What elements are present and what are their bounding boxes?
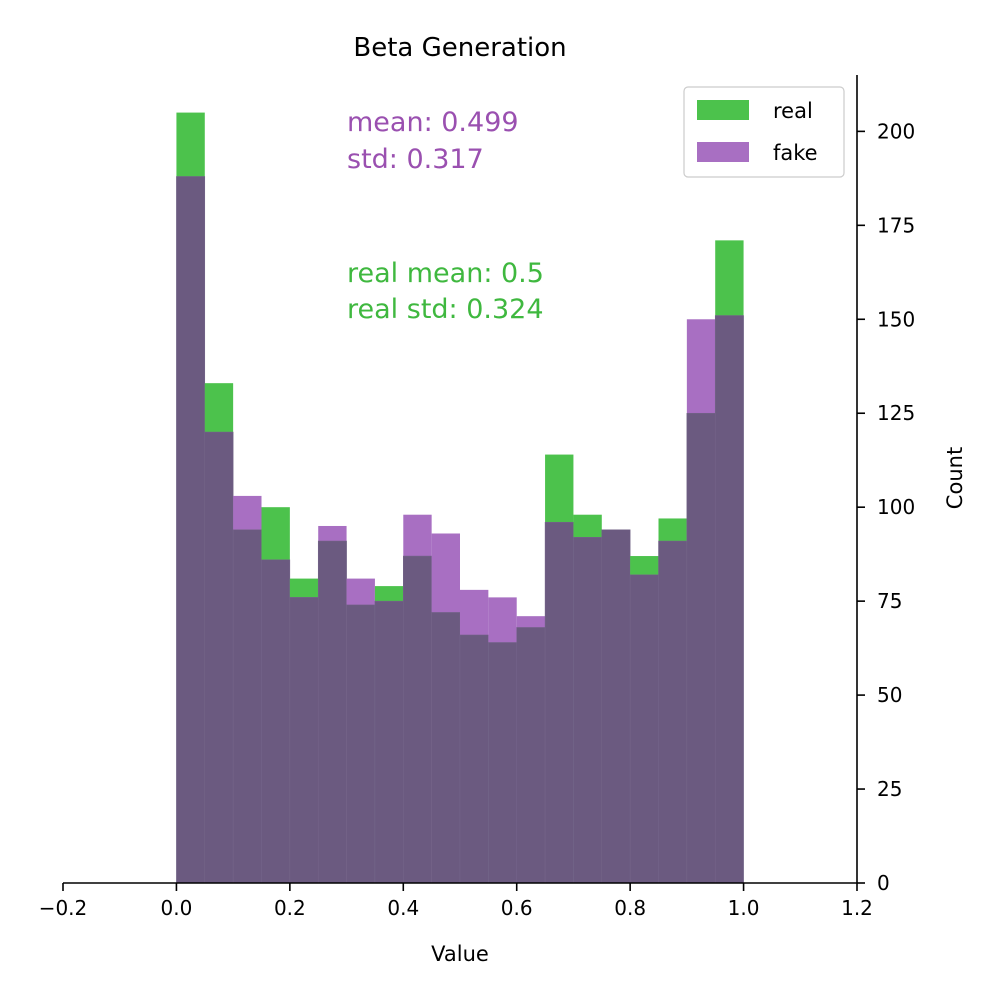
legend: real fake xyxy=(683,86,845,178)
bar-overlap-13 xyxy=(544,521,574,884)
bar-overlap-12 xyxy=(516,627,546,884)
fake-std-annotation: std: 0.317 xyxy=(347,144,484,175)
bar-overlap-8 xyxy=(403,555,432,884)
bar-overlap-15 xyxy=(601,529,631,884)
y-tick-label: 50 xyxy=(877,683,902,707)
chart-title: Beta Generation xyxy=(353,33,566,63)
bar-overlap-7 xyxy=(374,600,404,884)
y-tick-label: 25 xyxy=(877,777,902,801)
y-tick-label: 125 xyxy=(877,401,915,425)
bar-overlap-17 xyxy=(658,540,688,884)
bar-overlap-0 xyxy=(176,176,206,884)
y-tick-label: 75 xyxy=(877,589,902,613)
y-axis-label: Count xyxy=(943,447,967,509)
fake-mean-annotation: mean: 0.499 xyxy=(347,107,519,138)
bar-overlap-4 xyxy=(289,597,319,884)
real-std-annotation: real std: 0.324 xyxy=(347,294,544,325)
x-tick-label: 0.4 xyxy=(387,896,419,920)
x-tick-label: 0.0 xyxy=(161,896,193,920)
x-tick-label: 1.0 xyxy=(728,896,760,920)
legend-swatch-fake xyxy=(697,142,749,162)
bar-overlap-2 xyxy=(232,529,262,884)
stats-annotations: mean: 0.499 std: 0.317 real mean: 0.5 re… xyxy=(347,107,544,325)
bar-overlap-10 xyxy=(459,634,489,884)
ticks-layer: −0.2 0.0 0.2 0.4 0.6 0.8 1.0 1.20 25 50 75 100 125 15… xyxy=(39,119,915,920)
bar-overlap-14 xyxy=(573,537,603,884)
y-tick-label: 100 xyxy=(877,495,915,519)
legend-label-real: real xyxy=(773,99,813,123)
bar-overlap-9 xyxy=(431,612,461,884)
bar-overlap-18 xyxy=(686,412,716,884)
y-tick-label: 150 xyxy=(877,307,915,331)
bar-overlap-5 xyxy=(317,540,347,884)
x-tick-label: 1.2 xyxy=(841,896,873,920)
x-tick-label: 0.2 xyxy=(274,896,306,920)
legend-label-fake: fake xyxy=(773,141,818,165)
y-tick-label: 0 xyxy=(877,871,890,895)
bar-overlap-3 xyxy=(261,559,291,884)
legend-swatch-real xyxy=(697,100,749,120)
x-tick-label: 0.8 xyxy=(614,896,646,920)
bars-layer xyxy=(176,112,744,884)
bar-overlap-11 xyxy=(488,642,517,884)
bar-overlap-1 xyxy=(204,431,234,884)
axes-layer xyxy=(63,75,858,884)
x-tick-label: 0.6 xyxy=(501,896,533,920)
x-tick-label: −0.2 xyxy=(39,896,88,920)
y-tick-label: 175 xyxy=(877,213,915,237)
x-axis-label: Value xyxy=(431,942,489,966)
real-mean-annotation: real mean: 0.5 xyxy=(347,258,544,289)
bar-overlap-16 xyxy=(629,574,659,884)
bar-overlap-6 xyxy=(346,604,376,884)
bar-overlap-19 xyxy=(714,315,744,884)
y-tick-label: 200 xyxy=(877,119,915,143)
